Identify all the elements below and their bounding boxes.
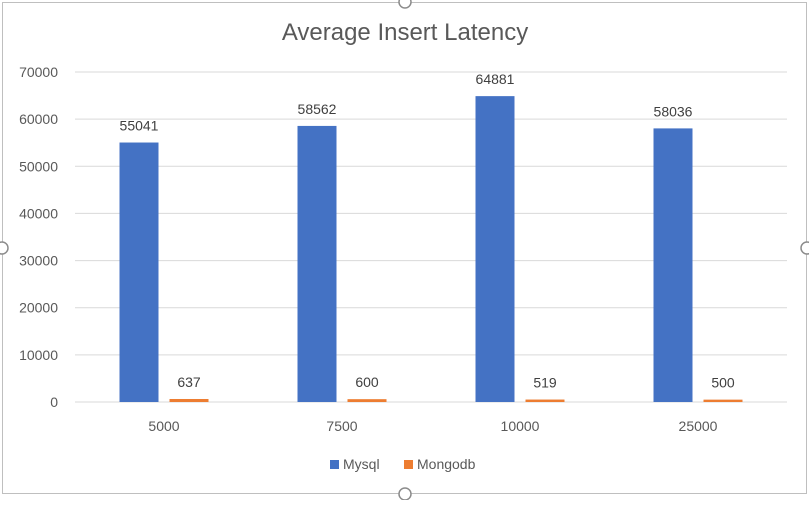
resize-handle-left[interactable] (0, 241, 9, 255)
x-tick-label: 7500 (326, 418, 357, 434)
y-tick-label: 0 (50, 394, 58, 410)
bar-mongodb-7500[interactable] (347, 399, 387, 402)
data-label: 58036 (654, 103, 693, 119)
data-labels: 55041 637 58562 600 64881 519 58036 500 (120, 71, 735, 391)
legend-label-mysql: Mysql (343, 456, 380, 472)
y-tick-label: 10000 (19, 347, 58, 363)
y-tick-label: 20000 (19, 300, 58, 316)
legend-swatch-mongodb (404, 460, 413, 469)
bar-mysql-25000[interactable] (653, 128, 693, 402)
x-tick-label: 5000 (148, 418, 179, 434)
data-label: 64881 (476, 71, 515, 87)
bar-mongodb-5000[interactable] (169, 398, 209, 402)
bar-mysql-5000[interactable] (119, 142, 159, 402)
x-tick-label: 25000 (679, 418, 718, 434)
bar-mongodb-10000[interactable] (525, 399, 565, 402)
y-tick-label: 70000 (19, 64, 58, 80)
bar-mongodb-25000[interactable] (703, 399, 743, 402)
x-axis-tick-labels: 5000 7500 10000 25000 (148, 418, 717, 434)
legend: Mysql Mongodb (330, 456, 476, 472)
bars (119, 96, 743, 402)
resize-handle-top[interactable] (398, 0, 412, 9)
data-label: 55041 (120, 118, 159, 134)
y-tick-label: 40000 (19, 205, 58, 221)
y-tick-label: 60000 (19, 111, 58, 127)
resize-handle-bottom[interactable] (398, 487, 412, 501)
data-label: 519 (533, 375, 557, 391)
y-tick-label: 30000 (19, 253, 58, 269)
x-tick-label: 10000 (501, 418, 540, 434)
bar-mysql-10000[interactable] (475, 96, 515, 402)
chart-title: Average Insert Latency (282, 19, 528, 46)
legend-label-mongodb: Mongodb (417, 456, 476, 472)
data-label: 637 (177, 374, 201, 390)
data-label: 58562 (298, 101, 337, 117)
data-label: 500 (711, 375, 735, 391)
bar-mysql-7500[interactable] (297, 125, 337, 402)
data-label: 600 (355, 374, 379, 390)
y-axis-tick-labels: 0 10000 20000 30000 40000 50000 60000 70000 (19, 64, 58, 410)
y-tick-label: 50000 (19, 158, 58, 174)
legend-swatch-mysql (330, 460, 339, 469)
resize-handle-right[interactable] (800, 241, 809, 255)
